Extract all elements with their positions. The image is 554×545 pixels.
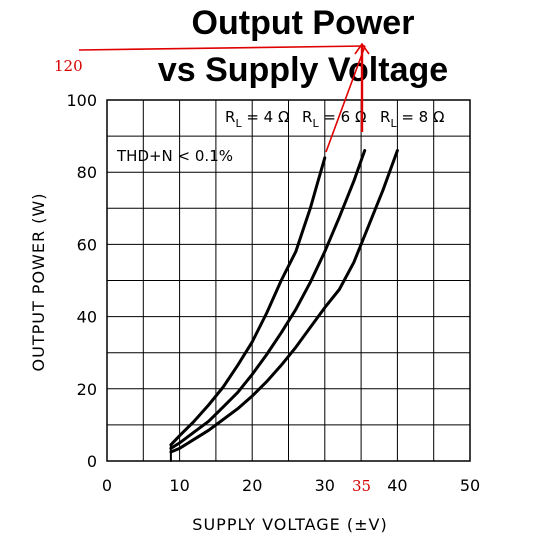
series-label-value: = 4 Ω <box>242 108 290 126</box>
red-annotation-slant-4ohm <box>325 45 366 153</box>
x-tick-label: 10 <box>169 476 189 495</box>
series-label-value: = 6 Ω <box>319 108 367 126</box>
series-label-1: RL = 4 Ω <box>225 108 289 130</box>
plot-frame <box>106 99 471 462</box>
annotation-35: 35 <box>352 477 371 495</box>
y-tick-label: 0 <box>87 452 97 471</box>
series-label-main: R <box>225 108 235 126</box>
x-tick-label: 40 <box>387 476 407 495</box>
y-tick-label: 80 <box>77 163 97 182</box>
y-tick-labels: 0 20 40 60 80 100 <box>66 91 97 471</box>
chart-title: Output Power <box>192 4 415 42</box>
y-tick-label: 20 <box>77 380 97 399</box>
x-tick-labels: 0 10 20 30 40 50 <box>102 476 480 495</box>
y-axis-label: OUTPUT POWER (W) <box>29 193 48 372</box>
series-label-sub: L <box>235 117 242 130</box>
thd-condition-label: THD+N < 0.1% <box>116 147 233 165</box>
series-curves <box>169 149 399 462</box>
series-label-3: RL = 8 Ω <box>380 108 444 130</box>
x-axis-label: SUPPLY VOLTAGE (±V) <box>192 515 387 534</box>
series-label-2: RL = 6 Ω <box>302 108 366 130</box>
x-tick-label: 30 <box>315 476 335 495</box>
y-tick-label: 60 <box>77 235 97 254</box>
series-label-sub: L <box>312 117 319 130</box>
series-label-value: = 8 Ω <box>397 108 445 126</box>
chart-subtitle: vs Supply Voltage <box>158 51 448 89</box>
series-label-sub: L <box>390 117 397 130</box>
x-tick-label: 0 <box>102 476 112 495</box>
series-line-1 <box>169 156 327 447</box>
annotation-120: 120 <box>54 57 83 75</box>
red-annotation-line-120 <box>78 45 366 51</box>
series-line-3 <box>169 149 399 454</box>
x-tick-label: 20 <box>242 476 262 495</box>
x-tick-label: 50 <box>460 476 480 495</box>
y-tick-label: 100 <box>66 91 97 110</box>
series-label-main: R <box>380 108 390 126</box>
red-annotation-arrowhead <box>354 42 370 55</box>
red-annotation <box>78 42 370 153</box>
series-label-main: R <box>302 108 312 126</box>
y-tick-label: 40 <box>77 308 97 327</box>
series-labels: RL = 4 Ω RL = 6 Ω RL = 8 Ω <box>225 108 444 130</box>
series-line-2 <box>169 149 367 450</box>
